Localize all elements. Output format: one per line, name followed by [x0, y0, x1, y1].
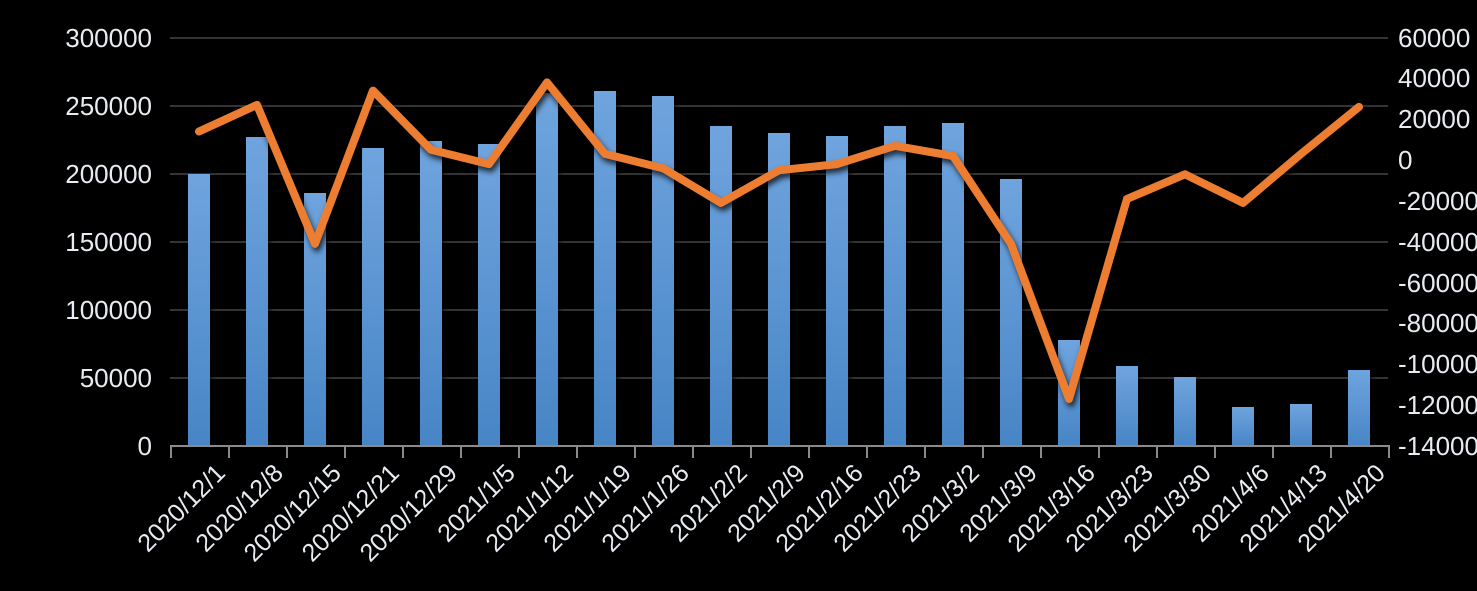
x-axis-tick: [866, 446, 868, 458]
y-axis-right-tick-label: 40000: [1398, 63, 1471, 93]
x-axis-tick: [1156, 446, 1158, 458]
x-axis-tick: [1388, 446, 1390, 458]
x-axis-layer: [40, 16, 1477, 591]
y-axis-right-tick-label: -100000: [1398, 349, 1477, 379]
x-axis-tick: [692, 446, 694, 458]
x-axis-tick: [402, 446, 404, 458]
y-axis-left-tick-label: 150000: [65, 227, 152, 257]
y-axis-right-tick-label: 0: [1398, 145, 1413, 175]
y-axis-left-tick-label: 50000: [79, 363, 152, 393]
y-axis-right-tick-label: -80000: [1398, 308, 1477, 338]
y-axis-left-tick-label: 250000: [65, 91, 152, 121]
y-axis-right-tick-label: 60000: [1398, 23, 1471, 53]
x-axis-tick: [228, 446, 230, 458]
x-axis-tick: [1098, 446, 1100, 458]
bar: [1290, 404, 1312, 446]
x-axis-line: [170, 445, 1390, 447]
x-axis-tick: [1040, 446, 1042, 458]
x-axis-tick: [576, 446, 578, 458]
y-axis-left-tick-label: 100000: [65, 295, 152, 325]
y-axis-left-tick-label: 0: [137, 431, 152, 461]
x-axis-tick: [1214, 446, 1216, 458]
y-axis-left-tick-label: 300000: [65, 23, 152, 53]
x-axis-tick: [344, 446, 346, 458]
x-axis-tick: [924, 446, 926, 458]
x-axis-tick: [170, 446, 172, 458]
x-axis-tick: [286, 446, 288, 458]
y-axis-right-tick-label: -120000: [1398, 390, 1477, 420]
y-axis-right-tick-label: -140000: [1398, 431, 1477, 461]
axis-labels-layer: 0 50000 100000 150000 200000 250000 300000 -140…: [40, 16, 1477, 591]
y-axis-right-tick-label: 20000: [1398, 104, 1471, 134]
bar: [1232, 407, 1254, 446]
x-axis-tick: [808, 446, 810, 458]
x-axis-tick: [518, 446, 520, 458]
gridline: [170, 37, 1388, 39]
x-axis-tick: [1330, 446, 1332, 458]
y-axis-left-tick-label: 200000: [65, 159, 152, 189]
x-axis-tick: [1272, 446, 1274, 458]
y-axis-right-tick-label: -60000: [1398, 268, 1477, 298]
x-axis-tick: [750, 446, 752, 458]
combo-bar-line-chart: 0 50000 100000 150000 200000 250000 300000 -140…: [40, 16, 1477, 591]
x-axis-tick: [982, 446, 984, 458]
y-axis-right-tick-label: -40000: [1398, 227, 1477, 257]
x-axis-tick: [460, 446, 462, 458]
x-axis-tick: [634, 446, 636, 458]
y-axis-right-tick-label: -20000: [1398, 186, 1477, 216]
